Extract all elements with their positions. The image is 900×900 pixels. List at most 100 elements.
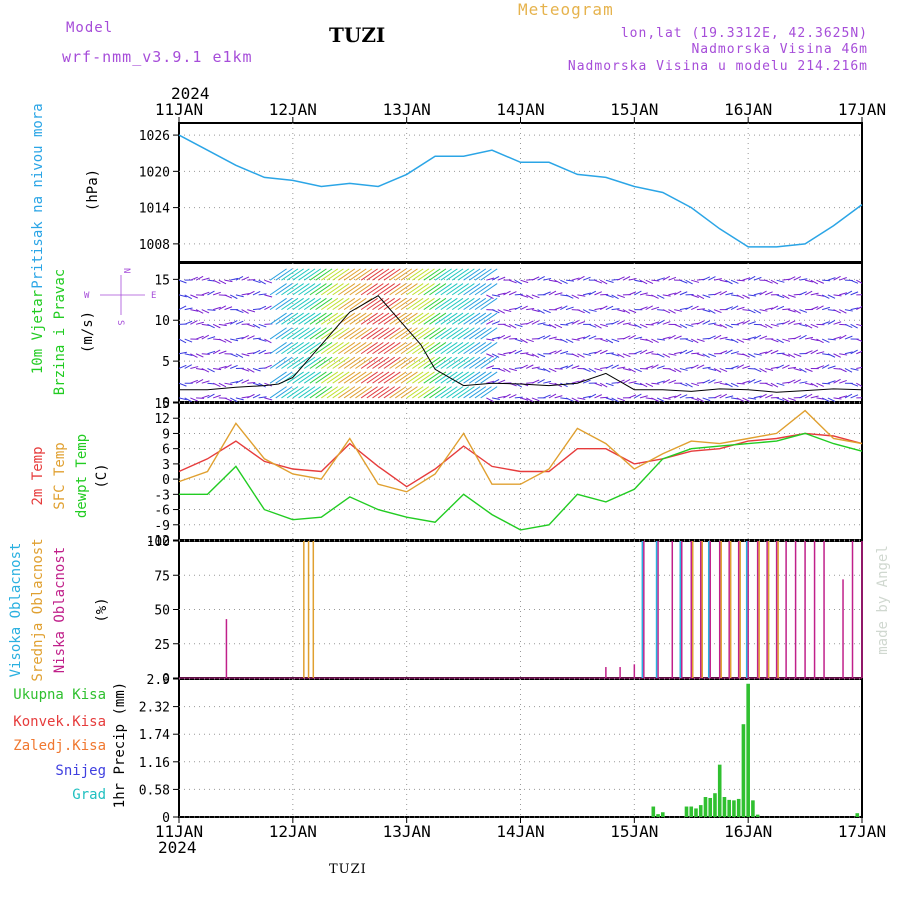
wind-barb (856, 279, 862, 284)
wind-barb (668, 379, 677, 384)
wind-barb (702, 309, 711, 313)
wind-barb (201, 334, 210, 340)
wind-barb (372, 356, 390, 369)
wind-barb (645, 338, 654, 344)
wind-barb (349, 356, 367, 369)
wind-barb (713, 394, 722, 399)
wind-barb (685, 279, 693, 285)
wind-barb (349, 283, 367, 296)
wind-barb (491, 336, 500, 340)
wind-barb (440, 342, 458, 355)
wind-barb (821, 321, 830, 325)
wind-barb (377, 297, 395, 311)
wind-barb (281, 268, 299, 281)
wind-barb (383, 342, 401, 355)
wind-barb (326, 283, 344, 296)
wind-barb (480, 312, 498, 325)
wind-barb (377, 356, 395, 369)
wind-barb (213, 306, 221, 311)
wind-barb (804, 323, 813, 329)
wind-barb (776, 397, 785, 402)
wind-barb (600, 323, 609, 328)
wind-barb (765, 323, 773, 329)
wind-barb (634, 382, 643, 386)
wind-barb (355, 312, 373, 325)
wind-barb (241, 309, 249, 314)
wind-barb (457, 268, 475, 281)
wind-barb (691, 294, 699, 298)
wind-barb (429, 386, 447, 399)
wind-barb (799, 291, 807, 296)
wind-barb (662, 294, 671, 297)
wind-barb (605, 352, 614, 355)
wind-barb (491, 309, 500, 314)
wind-barb (298, 297, 316, 311)
wind-barb (332, 342, 350, 355)
wind-barb (195, 275, 204, 281)
wind-barb (725, 395, 734, 399)
wind-barb (429, 297, 447, 311)
wind-barb (833, 336, 842, 340)
wind-barb (298, 283, 316, 296)
wind-barb (508, 367, 517, 372)
wind-barb (548, 336, 557, 340)
wind-barb (332, 327, 350, 340)
wind-barb (434, 312, 452, 325)
lonlat-label: lon,lat (19.3312E, 42.3625N) (620, 26, 868, 41)
wind-barb (252, 349, 261, 355)
wind-barb (372, 371, 390, 384)
wind-barb (212, 323, 221, 329)
wind-barb (776, 294, 785, 299)
wind-barb (281, 327, 299, 340)
wind-barb (827, 294, 836, 299)
wind-barb (531, 309, 540, 313)
wind-barb (429, 342, 447, 355)
meteogram-title: Meteogram (518, 0, 614, 19)
wind-barb (713, 368, 722, 373)
wind-barb (275, 342, 293, 355)
wind-barb (446, 386, 464, 399)
wind-barb (725, 306, 734, 311)
wind-barb (184, 397, 192, 402)
wind-barb (696, 320, 705, 325)
wind-barb (440, 297, 458, 311)
precip-ytick-label: 0.58 (139, 783, 170, 798)
wind-barb (525, 364, 534, 369)
wind-barb (656, 365, 665, 369)
wind-barb (332, 283, 350, 296)
wind-barb (782, 308, 791, 311)
wind-barb (207, 336, 216, 340)
wind-barb (827, 338, 836, 341)
wind-barb (526, 307, 535, 311)
wind-barb (213, 367, 222, 371)
wind-barb (400, 386, 418, 399)
wind-barb (309, 297, 327, 311)
wind-barb (486, 353, 494, 358)
wind-barb (423, 371, 441, 384)
wind-barb (719, 393, 727, 399)
wind-ytick-label: 0 (162, 396, 170, 411)
wind-barb (679, 367, 688, 371)
wind-barb (389, 371, 407, 384)
wind-barb (218, 338, 227, 343)
wind-barb (833, 378, 841, 384)
wind-barb (258, 396, 267, 399)
wind-barb (679, 307, 688, 311)
wind-barb (787, 397, 796, 401)
wind-barb (195, 378, 204, 384)
wind-barb (423, 283, 441, 296)
wind-barb (446, 342, 464, 355)
wind-barb (292, 327, 310, 340)
pressure-line (178, 134, 863, 248)
wind-barb (343, 268, 361, 281)
wind-barb (434, 283, 452, 296)
wind-barb (355, 386, 373, 399)
wind-barb (417, 356, 435, 369)
wind-barb (617, 353, 625, 359)
wind-barb (833, 309, 841, 314)
wind-barb (201, 394, 210, 399)
wind-barb (816, 351, 825, 355)
wind-barb (360, 268, 378, 281)
wind-barb (708, 379, 716, 384)
wind-barb (258, 382, 266, 388)
